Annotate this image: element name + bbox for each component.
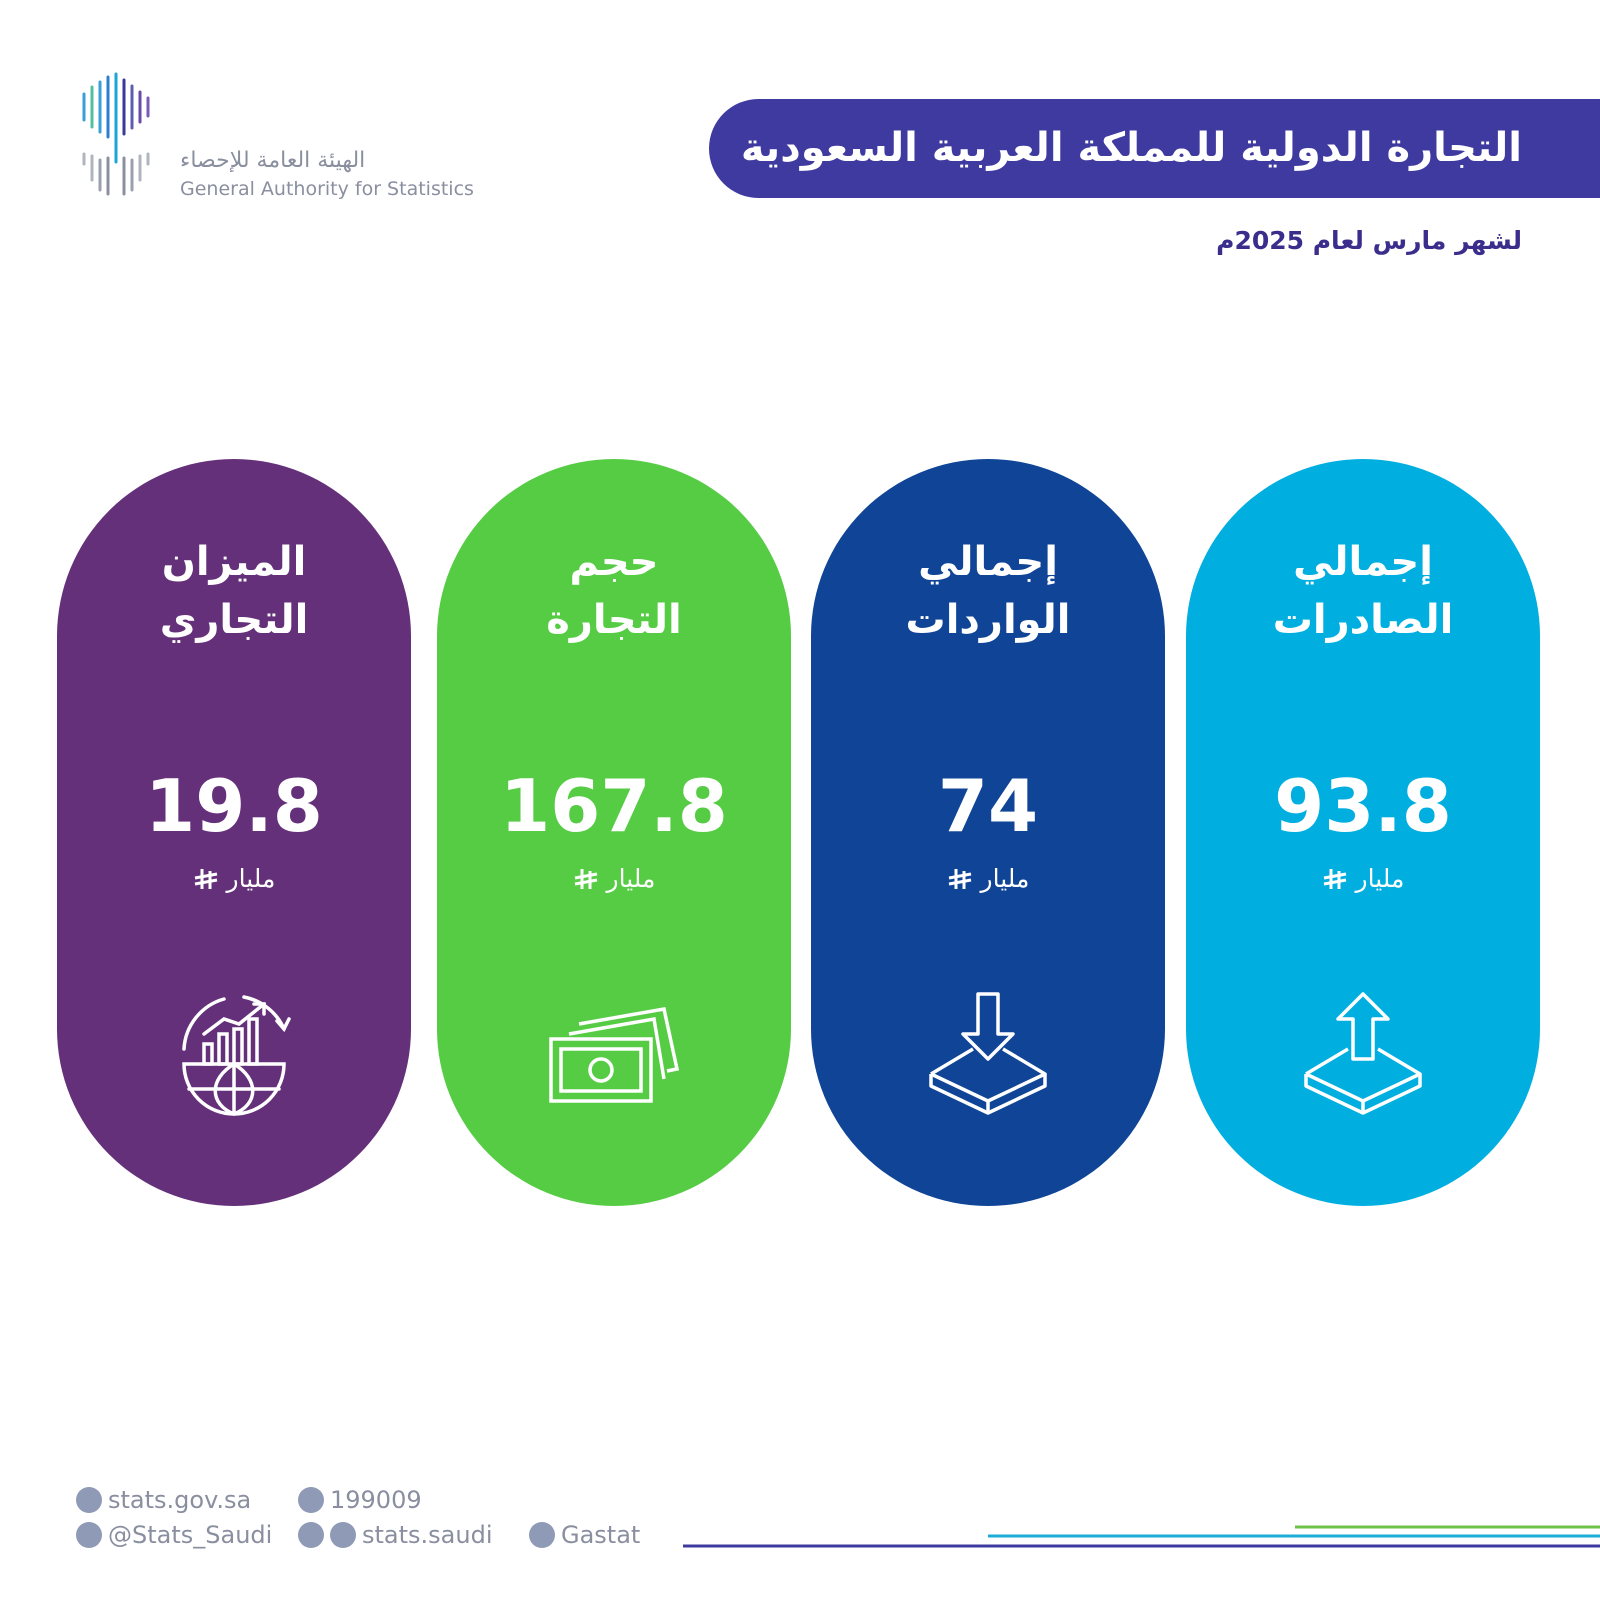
riyal-symbol: [194, 868, 217, 889]
card: إجمالي الصادرات 93.8 مليار: [1186, 459, 1540, 1206]
footer-website: stats.gov.sa: [76, 1486, 251, 1514]
facebook-icon: [330, 1522, 356, 1548]
x-icon: [76, 1522, 102, 1548]
card-title: التجارة: [546, 597, 682, 643]
website[interactable]: stats.gov.sa: [108, 1486, 252, 1514]
phone-icon: [298, 1487, 324, 1513]
card: حجم التجارة 167.8 مليار: [437, 459, 791, 1206]
card-unit-row: مليار: [57, 864, 411, 893]
money-icon: [549, 1006, 679, 1103]
card-title: إجمالي: [918, 539, 1058, 585]
footer-social: stats.saudi: [298, 1521, 493, 1549]
card-unit: مليار: [226, 864, 276, 893]
card-value: 19.8: [145, 764, 323, 848]
globe-chart-icon: [182, 995, 291, 1116]
footer-lines: [683, 1525, 1600, 1548]
logo-arabic: الهيئة العامة للإحصاء: [180, 148, 366, 173]
riyal-symbol: [1323, 868, 1346, 889]
card-title: إجمالي: [1293, 539, 1433, 585]
riyal-symbol: [574, 868, 597, 889]
export-icon: [1304, 992, 1422, 1115]
card-title: التجاري: [159, 597, 309, 643]
card-unit-row: مليار: [1186, 864, 1540, 893]
web-icon: [76, 1487, 102, 1513]
footer-x: @Stats_Saudi: [76, 1521, 272, 1549]
card-title: حجم: [569, 539, 659, 585]
subtitle: لشهر مارس لعام 2025م: [1216, 226, 1522, 255]
card-unit: مليار: [606, 864, 656, 893]
card: إجمالي الواردات 74 مليار: [811, 459, 1165, 1206]
linkedin[interactable]: Gastat: [561, 1521, 641, 1549]
card-title: الواردات: [905, 597, 1071, 643]
phone: 199009: [330, 1486, 422, 1514]
card-value: 93.8: [1274, 764, 1452, 848]
card-unit-row: مليار: [811, 864, 1165, 893]
x-handle[interactable]: @Stats_Saudi: [108, 1521, 273, 1549]
card-title: الميزان: [161, 539, 307, 585]
card-unit: مليار: [980, 864, 1030, 893]
social[interactable]: stats.saudi: [362, 1521, 493, 1549]
footer-linkedin: Gastat: [529, 1521, 640, 1549]
riyal-symbol: [948, 868, 971, 889]
title: التجارة الدولية للمملكة العربية السعودية: [740, 125, 1522, 171]
card-title: الصادرات: [1272, 597, 1454, 643]
card-value: 74: [937, 764, 1039, 848]
logo-english: General Authority for Statistics: [180, 178, 474, 200]
import-icon: [929, 992, 1047, 1115]
title-bar: [709, 99, 1600, 198]
logo-mark: [82, 72, 150, 196]
instagram-icon: [298, 1522, 324, 1548]
card-value: 167.8: [500, 764, 728, 848]
card-unit: مليار: [1355, 864, 1405, 893]
footer-phone: 199009: [298, 1486, 422, 1514]
linkedin-icon: [529, 1522, 555, 1548]
card: الميزان التجاري 19.8 مليار: [57, 459, 411, 1206]
card-unit-row: مليار: [437, 864, 791, 893]
